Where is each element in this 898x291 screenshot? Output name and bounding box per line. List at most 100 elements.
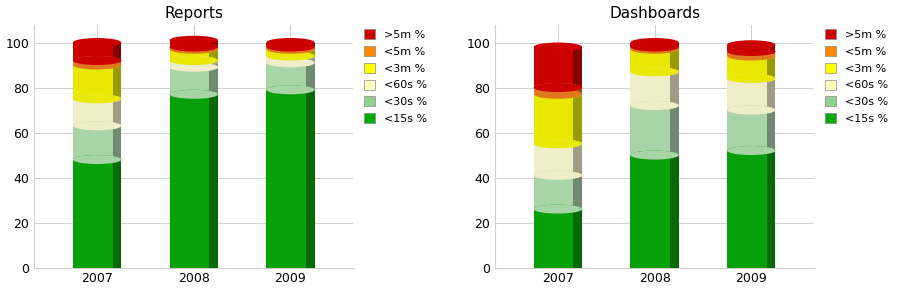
Bar bbox=[267, 56, 314, 63]
Ellipse shape bbox=[267, 85, 314, 94]
Bar bbox=[170, 94, 218, 268]
Bar bbox=[727, 56, 776, 79]
Legend: >5m %, <5m %, <3m %, <60s %, <30s %, <15s %: >5m %, <5m %, <3m %, <60s %, <30s %, <15… bbox=[821, 24, 893, 129]
Title: Dashboards: Dashboards bbox=[609, 6, 700, 21]
Bar bbox=[267, 42, 314, 47]
Ellipse shape bbox=[170, 45, 218, 54]
Ellipse shape bbox=[630, 42, 679, 52]
Bar bbox=[727, 79, 776, 110]
Ellipse shape bbox=[170, 42, 218, 52]
Ellipse shape bbox=[267, 58, 314, 67]
Ellipse shape bbox=[170, 90, 218, 99]
Ellipse shape bbox=[267, 85, 314, 94]
Bar bbox=[73, 99, 121, 126]
Ellipse shape bbox=[533, 90, 582, 99]
Bar bbox=[574, 88, 582, 94]
Bar bbox=[533, 209, 582, 268]
Bar bbox=[574, 47, 582, 88]
Bar bbox=[73, 159, 121, 268]
Bar bbox=[767, 56, 776, 79]
Bar bbox=[767, 52, 776, 56]
Bar bbox=[267, 90, 314, 268]
Bar bbox=[267, 47, 314, 49]
Bar bbox=[630, 106, 679, 155]
Ellipse shape bbox=[727, 74, 776, 83]
Ellipse shape bbox=[73, 121, 121, 130]
Bar bbox=[112, 61, 121, 65]
Bar bbox=[767, 45, 776, 52]
Bar bbox=[306, 90, 314, 268]
Ellipse shape bbox=[533, 83, 582, 92]
Bar bbox=[306, 56, 314, 63]
Ellipse shape bbox=[630, 150, 679, 159]
Ellipse shape bbox=[73, 155, 121, 164]
Bar bbox=[767, 79, 776, 110]
Ellipse shape bbox=[727, 146, 776, 155]
Bar bbox=[574, 209, 582, 268]
Bar bbox=[306, 47, 314, 49]
Ellipse shape bbox=[533, 90, 582, 99]
Bar bbox=[73, 65, 121, 99]
Bar bbox=[112, 65, 121, 99]
Bar bbox=[767, 150, 776, 268]
Ellipse shape bbox=[73, 61, 121, 70]
Ellipse shape bbox=[73, 38, 121, 47]
Bar bbox=[727, 45, 776, 52]
Ellipse shape bbox=[630, 67, 679, 76]
Ellipse shape bbox=[170, 36, 218, 45]
Bar bbox=[670, 49, 679, 72]
Ellipse shape bbox=[170, 45, 218, 54]
Bar bbox=[306, 63, 314, 90]
Ellipse shape bbox=[267, 38, 314, 47]
Bar bbox=[306, 42, 314, 47]
Ellipse shape bbox=[727, 74, 776, 83]
Ellipse shape bbox=[533, 139, 582, 148]
Ellipse shape bbox=[727, 52, 776, 61]
Ellipse shape bbox=[727, 52, 776, 61]
Bar bbox=[306, 49, 314, 56]
Ellipse shape bbox=[267, 58, 314, 67]
Bar bbox=[533, 175, 582, 209]
Ellipse shape bbox=[267, 42, 314, 52]
Ellipse shape bbox=[170, 63, 218, 72]
Ellipse shape bbox=[533, 205, 582, 214]
Bar bbox=[73, 42, 121, 61]
Bar bbox=[533, 144, 582, 175]
Bar bbox=[574, 94, 582, 144]
Bar bbox=[209, 40, 218, 47]
Bar bbox=[630, 47, 679, 49]
Bar bbox=[533, 47, 582, 88]
Ellipse shape bbox=[630, 67, 679, 76]
Ellipse shape bbox=[630, 45, 679, 54]
Ellipse shape bbox=[73, 94, 121, 103]
Bar bbox=[630, 72, 679, 106]
Ellipse shape bbox=[267, 42, 314, 52]
Ellipse shape bbox=[727, 106, 776, 115]
Ellipse shape bbox=[630, 150, 679, 159]
Bar bbox=[209, 94, 218, 268]
Bar bbox=[670, 155, 679, 268]
Ellipse shape bbox=[170, 90, 218, 99]
Ellipse shape bbox=[630, 38, 679, 47]
Ellipse shape bbox=[630, 101, 679, 110]
Bar bbox=[630, 42, 679, 47]
Bar bbox=[209, 47, 218, 49]
Bar bbox=[112, 99, 121, 126]
Ellipse shape bbox=[727, 47, 776, 56]
Bar bbox=[73, 61, 121, 65]
Bar bbox=[170, 67, 218, 94]
Ellipse shape bbox=[727, 40, 776, 49]
Ellipse shape bbox=[170, 63, 218, 72]
Bar bbox=[209, 67, 218, 94]
Ellipse shape bbox=[727, 146, 776, 155]
Ellipse shape bbox=[267, 45, 314, 54]
Ellipse shape bbox=[727, 106, 776, 115]
Bar bbox=[170, 47, 218, 49]
Bar bbox=[767, 110, 776, 150]
Ellipse shape bbox=[73, 94, 121, 103]
Ellipse shape bbox=[73, 56, 121, 65]
Bar bbox=[670, 106, 679, 155]
Ellipse shape bbox=[267, 52, 314, 61]
Ellipse shape bbox=[533, 171, 582, 180]
Bar bbox=[112, 126, 121, 159]
